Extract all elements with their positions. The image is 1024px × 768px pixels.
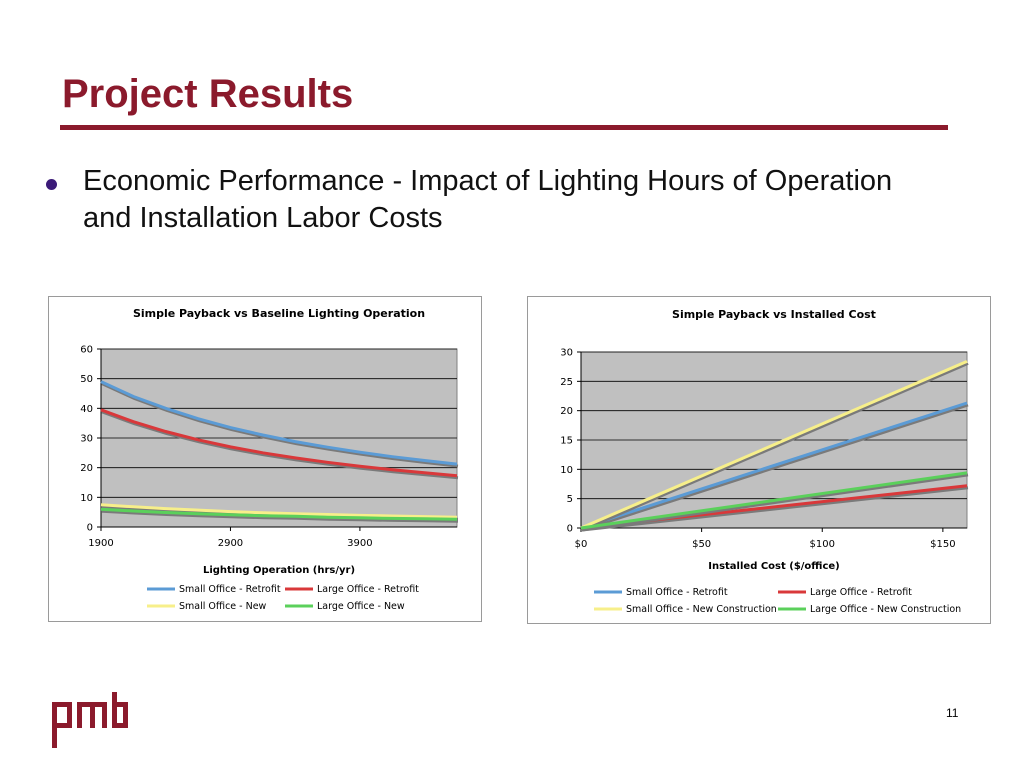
legend-label: Small Office - New (179, 601, 267, 612)
y-tick-label: 20 (80, 463, 93, 474)
y-tick-label: 30 (560, 348, 573, 359)
y-tick-label: 0 (567, 524, 573, 535)
chart-title: Simple Payback vs Baseline Lighting Oper… (133, 307, 425, 320)
y-tick-label: 30 (80, 434, 93, 445)
slide-title: Project Results (62, 72, 354, 116)
x-tick-label: 1900 (88, 538, 113, 549)
bullet-dot-icon (46, 179, 57, 190)
x-axis-label: Lighting Operation (hrs/yr) (203, 565, 355, 576)
page-number: 11 (946, 706, 959, 720)
y-tick-label: 25 (560, 377, 573, 388)
legend-label: Small Office - Retrofit (626, 587, 728, 598)
series-shadow-0 (581, 403, 969, 532)
y-tick-label: 0 (87, 523, 93, 534)
series-shadow-2 (581, 362, 969, 532)
x-tick-label: $50 (692, 539, 711, 550)
legend-label: Small Office - Retrofit (179, 584, 281, 595)
series-line-2 (580, 360, 968, 530)
legend-label: Large Office - Retrofit (317, 584, 419, 595)
y-tick-label: 5 (567, 494, 573, 505)
x-axis-label: Installed Cost ($/office) (708, 561, 840, 572)
legend-label: Small Office - New Construction (626, 604, 777, 615)
legend-label: Large Office - New (317, 601, 405, 612)
series-shadow-3 (101, 509, 459, 523)
series-shadow-1 (101, 410, 459, 480)
y-tick-label: 20 (560, 406, 573, 417)
x-tick-label: 2900 (218, 538, 243, 549)
series-shadow-1 (581, 486, 969, 532)
y-tick-label: 60 (80, 345, 93, 356)
chart-payback-vs-operation-svg: Simple Payback vs Baseline Lighting Oper… (80, 307, 459, 612)
series-shadow-0 (101, 382, 459, 468)
x-tick-label: $150 (930, 539, 955, 550)
chart-payback-vs-operation: Simple Payback vs Baseline Lighting Oper… (48, 296, 482, 622)
chart-payback-vs-installed-cost-svg: Simple Payback vs Installed Cost 0 5 10 15 20… (560, 308, 969, 615)
legend-label: Large Office - New Construction (810, 604, 961, 615)
title-underline (60, 125, 948, 130)
series-shadow-3 (581, 473, 969, 532)
legend-label: Large Office - Retrofit (810, 587, 912, 598)
x-tick-label: $100 (810, 539, 835, 550)
series-line-0 (100, 380, 458, 466)
chart-payback-vs-installed-cost: Simple Payback vs Installed Cost 0 5 10 15 20… (527, 296, 991, 624)
bullet-text: Economic Performance - Impact of Lightin… (83, 165, 893, 234)
x-tick-label: 3900 (347, 538, 372, 549)
y-tick-label: 50 (80, 374, 93, 385)
pmb-logo (52, 692, 128, 748)
y-tick-label: 10 (560, 465, 573, 476)
y-tick-label: 40 (80, 404, 93, 415)
y-tick-label: 15 (560, 436, 573, 447)
series-line-2 (100, 503, 458, 519)
series-line-0 (580, 401, 968, 530)
series-line-1 (100, 408, 458, 478)
y-tick-label: 10 (80, 493, 93, 504)
series-line-3 (100, 507, 458, 521)
x-tick-label: $0 (575, 539, 588, 550)
chart-title: Simple Payback vs Installed Cost (672, 308, 876, 321)
series-line-3 (580, 471, 968, 530)
